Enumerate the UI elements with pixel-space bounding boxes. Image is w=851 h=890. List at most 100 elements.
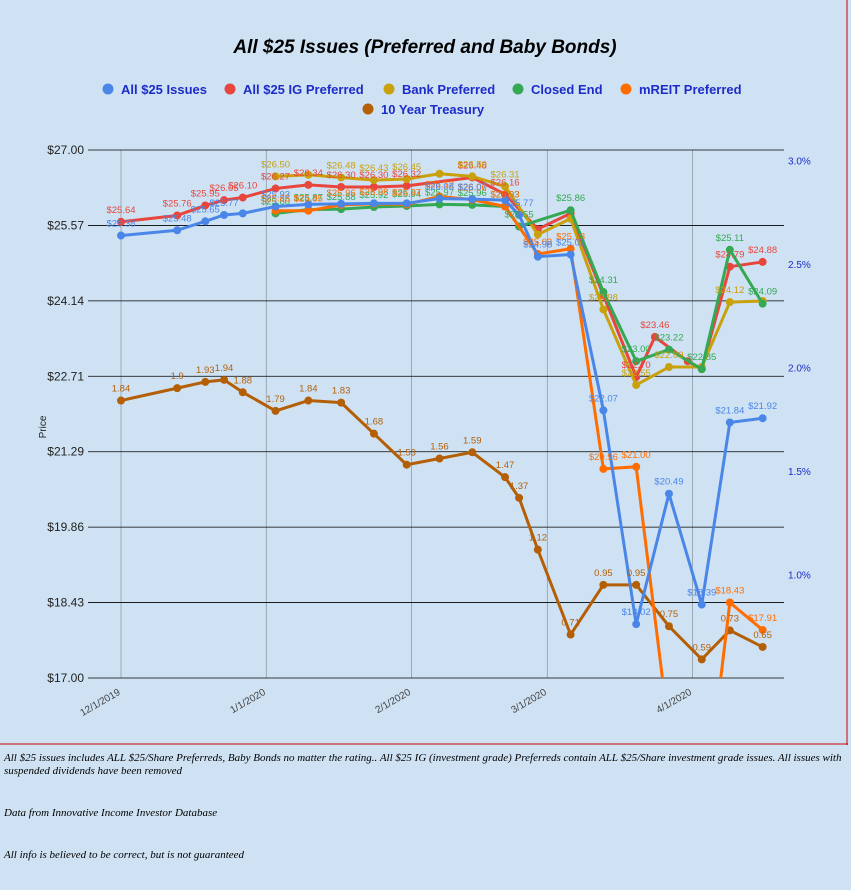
y2-axis-ticks: 3.0% 2.5% 2.0% 1.5% 1.0%	[788, 156, 811, 581]
data-label: $25.98	[359, 187, 388, 198]
data-point	[337, 182, 346, 191]
data-label: $22.07	[589, 393, 618, 404]
data-label: $25.77	[505, 198, 534, 209]
series-line	[275, 172, 763, 387]
y-tick-label: $19.86	[47, 520, 84, 534]
data-label: $26.08	[425, 182, 454, 193]
data-label: $26.07	[458, 182, 487, 193]
chart-grid	[88, 149, 784, 679]
series-0	[117, 194, 767, 629]
data-point	[501, 182, 510, 191]
data-label: 1.84	[299, 384, 318, 395]
data-point	[201, 201, 210, 210]
data-point	[304, 170, 313, 179]
y-tick-label: $18.43	[47, 596, 84, 610]
data-point	[435, 194, 444, 203]
data-label: $26.12	[425, 179, 454, 190]
data-label: $26.30	[359, 170, 388, 181]
data-point	[468, 195, 477, 204]
data-point	[173, 211, 182, 220]
legend-marker	[102, 83, 114, 95]
data-point	[337, 199, 346, 208]
data-point	[304, 396, 313, 405]
y-tick-label: $24.14	[47, 294, 84, 308]
footnote-data-source: Data from Innovative Income Investor Dat…	[4, 807, 218, 819]
data-point	[402, 460, 411, 469]
data-label: 1.94	[215, 363, 234, 374]
data-point	[664, 363, 673, 372]
data-point	[435, 169, 444, 178]
data-point	[725, 298, 734, 307]
data-label: $24.88	[748, 245, 777, 256]
data-label: $23.46	[640, 320, 669, 331]
data-label: $25.97	[425, 187, 454, 198]
y-tick-label: $25.57	[47, 218, 84, 232]
data-point	[758, 625, 767, 634]
y2-tick-label: 2.0%	[788, 363, 811, 374]
data-label: 0.73	[721, 613, 740, 624]
data-label: $26.50	[458, 159, 487, 170]
data-label: $18.02	[622, 607, 651, 618]
data-point	[533, 230, 542, 239]
data-label: $20.96	[589, 452, 618, 463]
data-label: $25.87	[294, 193, 323, 204]
data-label-layer: 1.84 1.9 1.93 1.941.88 1.79 1.84 1.83 1.68 1.53 1…	[106, 159, 777, 653]
data-point	[304, 200, 313, 209]
data-label: 1.37	[510, 481, 529, 492]
x-tick-label: 3/1/2020	[509, 687, 549, 716]
data-label: $25.86	[556, 193, 585, 204]
legend-label: mREIT Preferred	[639, 82, 742, 97]
data-label: $25.96	[458, 188, 487, 199]
data-point	[758, 257, 767, 266]
data-label: $26.34	[294, 168, 323, 179]
data-label: 0.95	[594, 568, 613, 579]
legend-marker	[512, 83, 524, 95]
data-point	[566, 206, 575, 215]
data-label: $25.64	[106, 205, 135, 216]
legend-marker	[362, 103, 374, 115]
data-label: $26.27	[261, 172, 290, 183]
data-point	[566, 244, 575, 253]
data-label: $22.55	[622, 368, 651, 379]
data-label: $26.05	[210, 183, 239, 194]
data-point	[337, 398, 346, 407]
series-2	[271, 169, 767, 389]
x-tick-label: 2/1/2020	[374, 687, 414, 716]
data-point	[599, 406, 608, 415]
data-label: 1.53	[397, 448, 416, 459]
series-layer	[117, 169, 767, 678]
data-label: $23.00	[622, 344, 651, 355]
data-label: $22.85	[687, 352, 716, 363]
data-point	[501, 190, 510, 199]
data-label: $24.79	[715, 250, 744, 261]
legend-label: 10 Year Treasury	[381, 102, 485, 117]
legend-label: Bank Preferred	[402, 82, 495, 97]
data-label: $25.92	[359, 190, 388, 201]
data-label: $25.95	[191, 188, 220, 199]
data-point	[632, 462, 641, 471]
data-label: $25.85	[294, 194, 323, 205]
data-point	[369, 199, 378, 208]
data-point	[664, 622, 673, 631]
data-label: $25.02	[556, 238, 585, 249]
data-label: $26.48	[458, 160, 487, 171]
data-label: 1.47	[496, 460, 515, 471]
data-label: $23.22	[654, 333, 683, 344]
data-point	[697, 365, 706, 374]
data-label: 1.56	[430, 442, 449, 453]
data-point	[173, 384, 182, 393]
x-tick-label: 12/1/2019	[78, 687, 122, 719]
data-point	[337, 173, 346, 182]
data-point	[201, 377, 210, 386]
data-point	[566, 250, 575, 259]
data-label: $26.10	[228, 181, 257, 192]
data-label: 1.88	[234, 375, 253, 386]
data-label: $25.93	[261, 189, 290, 200]
data-label: $25.11	[716, 233, 744, 244]
data-point	[304, 206, 313, 215]
data-point	[238, 193, 247, 202]
data-point	[664, 345, 673, 354]
data-label: 0.65	[753, 630, 772, 641]
data-point	[402, 199, 411, 208]
data-point	[515, 493, 524, 502]
